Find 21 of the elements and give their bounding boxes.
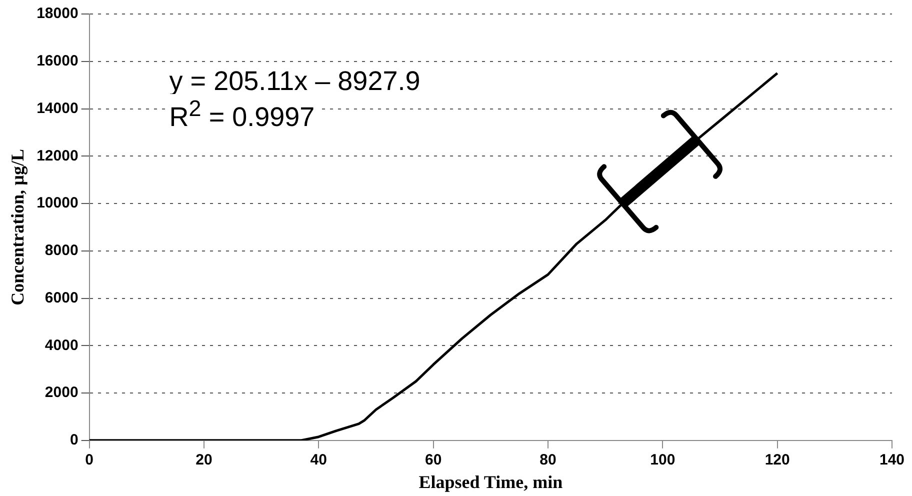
x-tick-label: 80 [540, 452, 556, 469]
annotation: R$^{2}$ = 0.9997 [169, 96, 315, 132]
y-tick-label: 14000 [36, 100, 78, 117]
y-tick-label: 4000 [44, 336, 78, 354]
x-tick-label: 40 [310, 452, 327, 469]
y-tick-label: 6000 [44, 289, 78, 306]
y-tick-label: 10000 [36, 194, 78, 212]
y-tick-label: 2000 [44, 384, 78, 402]
x-axis-title: Elapsed Time, min [418, 472, 563, 492]
y-tick-label: 0 [70, 432, 78, 449]
x-tick-label: 120 [764, 452, 790, 469]
x-tick-label: 20 [196, 452, 212, 469]
x-tick-label: 100 [650, 452, 676, 469]
y-axis-title: Concentration, µg/L [7, 149, 28, 306]
y-tick-label: 8000 [44, 242, 78, 260]
y-tick-label: 12000 [36, 147, 78, 164]
x-tick-label: 60 [424, 452, 442, 469]
x-tick-label: 0 [85, 452, 94, 469]
y-tick-label: 16000 [36, 52, 78, 70]
y-tick-label: 18000 [36, 5, 78, 22]
x-tick-label: 140 [879, 452, 905, 469]
